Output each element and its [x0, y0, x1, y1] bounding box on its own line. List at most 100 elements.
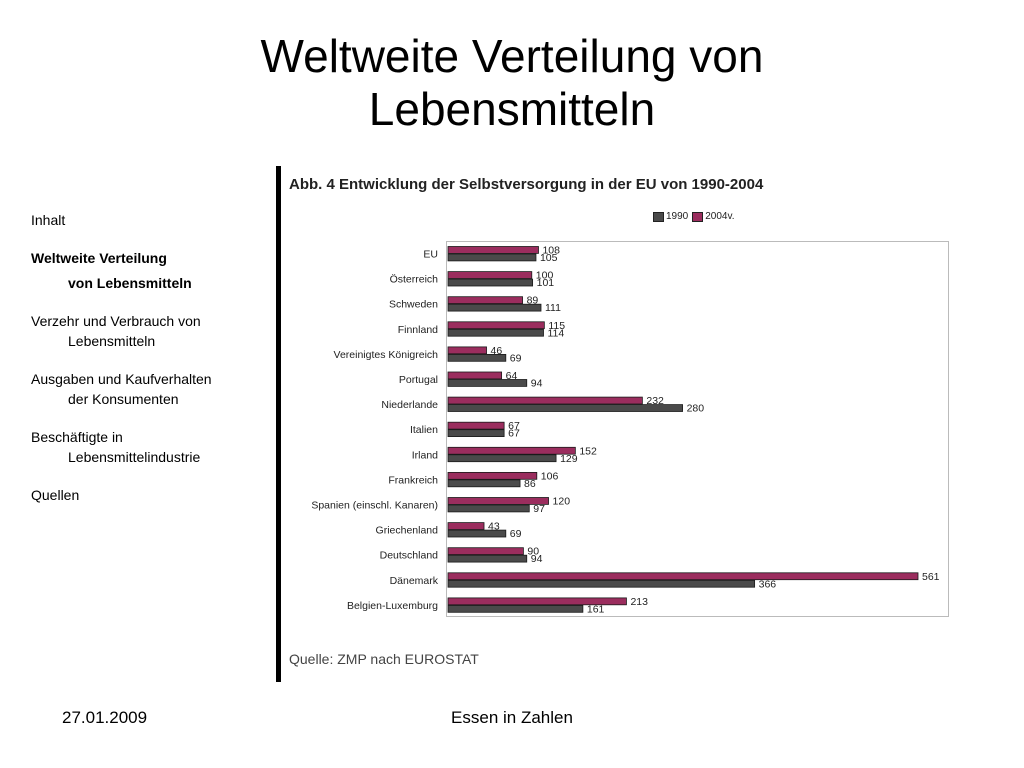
nav-item-beschaeftigte[interactable]: Beschäftigte in Lebensmittelindustrie	[31, 427, 267, 467]
bar-1990	[447, 479, 521, 488]
nav-item-verzehr[interactable]: Verzehr und Verbrauch von Lebensmitteln	[31, 311, 267, 351]
category-label: Dänemark	[390, 575, 439, 587]
nav-item-label: Weltweite Verteilung	[31, 250, 167, 266]
bar-1990	[447, 303, 542, 312]
category-label: Irland	[412, 449, 438, 461]
nav-item-label-cont: Lebensmittelindustrie	[68, 449, 201, 465]
legend-label-2004: 2004v.	[705, 211, 735, 222]
bar-2004	[447, 246, 539, 254]
nav-item-label: Quellen	[31, 487, 80, 503]
category-label: Österreich	[390, 274, 439, 286]
value-label: 67	[508, 420, 520, 432]
slide-title-line-2: Lebensmitteln	[368, 83, 656, 135]
legend-label-1990: 1990	[666, 211, 689, 222]
value-label: 86	[524, 478, 536, 490]
value-label: 161	[587, 603, 605, 615]
nav-item-label-cont: Lebensmitteln	[68, 333, 156, 349]
category-label: Griechenland	[376, 525, 439, 537]
bar-1990	[447, 278, 534, 287]
nav-item-label: Beschäftigte in	[31, 429, 123, 445]
value-label: 114	[548, 327, 565, 339]
category-label: Portugal	[399, 374, 438, 386]
bar-2004	[447, 446, 576, 455]
category-label: Belgien-Luxemburg	[347, 600, 438, 612]
bar-2004	[447, 296, 523, 305]
value-label: 105	[540, 252, 558, 264]
legend-swatch-2004	[692, 211, 704, 222]
bar-1990	[447, 454, 557, 463]
nav-item-label: Ausgaben und Kaufverhalten	[31, 371, 212, 387]
bar-2004	[447, 471, 538, 480]
chart-title: Abb. 4 Entwicklung der Selbstversorgung …	[289, 176, 764, 193]
nav-item-label-cont: von Lebensmitteln	[68, 275, 192, 291]
nav-item-quellen[interactable]: Quellen	[31, 485, 267, 505]
bar-1990	[447, 253, 537, 262]
plot-frame	[446, 241, 949, 617]
value-label: 232	[646, 395, 664, 407]
value-label: 97	[533, 503, 545, 515]
category-label: Spanien (einschl. Kanaren)	[311, 500, 438, 512]
bar-1990	[447, 328, 544, 337]
bar-2004	[447, 497, 549, 505]
value-label: 94	[531, 553, 543, 565]
bar-2004	[447, 547, 524, 556]
value-label: 152	[579, 445, 597, 457]
bar-2004	[447, 371, 503, 380]
value-label: 213	[630, 596, 648, 608]
footer-title: Essen in Zahlen	[451, 708, 573, 727]
bar-1990	[447, 379, 528, 387]
value-label: 280	[687, 403, 705, 415]
chart-source: Quelle: ZMP nach EUROSTAT	[289, 651, 479, 667]
bar-1990	[447, 529, 507, 538]
category-label: Finnland	[398, 324, 438, 336]
value-label: 561	[922, 571, 940, 583]
category-label: Schweden	[389, 299, 438, 311]
category-label: EU	[423, 249, 438, 261]
value-label: 64	[506, 370, 518, 382]
value-label: 67	[508, 428, 520, 440]
nav-item-ausgaben[interactable]: Ausgaben und Kaufverhalten der Konsument…	[31, 369, 267, 409]
value-label: 69	[510, 352, 522, 364]
bar-2004	[447, 321, 545, 330]
nav-item-label: Verzehr und Verbrauch von	[31, 313, 201, 329]
divider-bar	[276, 166, 281, 682]
slide-title-line-1: Weltweite Verteilung von	[260, 30, 764, 82]
footer-date: 27.01.2009	[62, 708, 148, 727]
category-label: Niederlande	[381, 399, 438, 411]
chart-legend: 1990 2004v.	[653, 211, 735, 222]
value-label: 69	[510, 528, 522, 540]
bar-1990	[447, 429, 505, 438]
outline-nav: Inhalt Weltweite Verteilung von Lebensmi…	[31, 210, 267, 523]
value-label: 115	[548, 320, 565, 332]
value-label: 120	[553, 496, 571, 508]
bar-1990	[447, 504, 530, 513]
nav-item-inhalt[interactable]: Inhalt	[31, 210, 267, 230]
bar-2004	[447, 572, 919, 581]
value-label: 100	[536, 270, 554, 282]
category-label: Italien	[410, 424, 438, 436]
value-label: 46	[491, 345, 503, 357]
value-label: 101	[537, 277, 555, 289]
nav-item-weltweite-verteilung[interactable]: Weltweite Verteilung von Lebensmitteln	[31, 248, 267, 293]
value-label: 94	[531, 378, 543, 390]
legend-swatch-1990	[653, 211, 664, 222]
bar-2004	[447, 597, 627, 606]
value-label: 129	[560, 453, 578, 465]
bar-2004	[447, 522, 485, 530]
bar-1990	[447, 605, 584, 613]
nav-item-label-cont: der Konsumenten	[68, 391, 179, 407]
bar-1990	[447, 579, 756, 588]
bar-1990	[447, 353, 507, 362]
category-label: Deutschland	[380, 550, 439, 562]
value-label: 90	[527, 546, 539, 558]
category-label: Vereinigtes Königreich	[334, 349, 439, 361]
value-label: 366	[759, 578, 777, 590]
bar-1990	[447, 404, 683, 412]
bar-2004	[447, 271, 533, 279]
bar-1990	[447, 554, 528, 563]
slide-title: Weltweite Verteilung von Lebensmitteln	[0, 30, 1024, 136]
nav-item-label: Inhalt	[31, 212, 66, 228]
value-label: 106	[541, 470, 559, 482]
bar-2004	[447, 396, 643, 405]
